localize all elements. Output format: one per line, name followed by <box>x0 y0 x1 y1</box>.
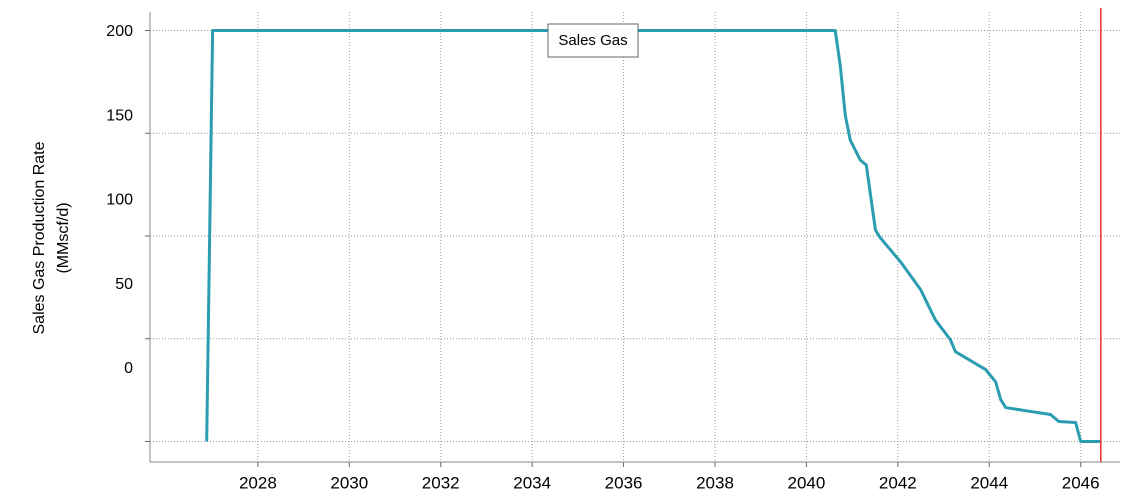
y-tick-label: 0 <box>124 360 133 377</box>
legend-label: Sales Gas <box>558 32 627 49</box>
axis-frame <box>149 12 1120 463</box>
x-tick-label: 2044 <box>970 473 1008 492</box>
x-tick-label: 2042 <box>879 473 917 492</box>
x-tick-label: 2046 <box>1062 473 1100 492</box>
x-tick-label: 2040 <box>788 473 826 492</box>
y-tick-label: 200 <box>106 23 133 40</box>
y-tick-label: 100 <box>106 192 133 209</box>
x-tick-label: 2038 <box>696 473 734 492</box>
y-axis-label: (MMscf/d) <box>55 202 72 273</box>
x-tick-label: 2034 <box>513 473 551 492</box>
x-tick-label: 2028 <box>239 473 277 492</box>
x-tick-label: 2032 <box>422 473 460 492</box>
y-tick-label: 50 <box>115 276 133 293</box>
y-axis-label: Sales Gas Production Rate <box>31 141 48 334</box>
y-tick-label: 150 <box>106 107 133 124</box>
series-line <box>205 28 1101 443</box>
x-tick-label: 2030 <box>330 473 368 492</box>
x-tick-label: 2036 <box>605 473 643 492</box>
legend-box <box>547 23 639 58</box>
